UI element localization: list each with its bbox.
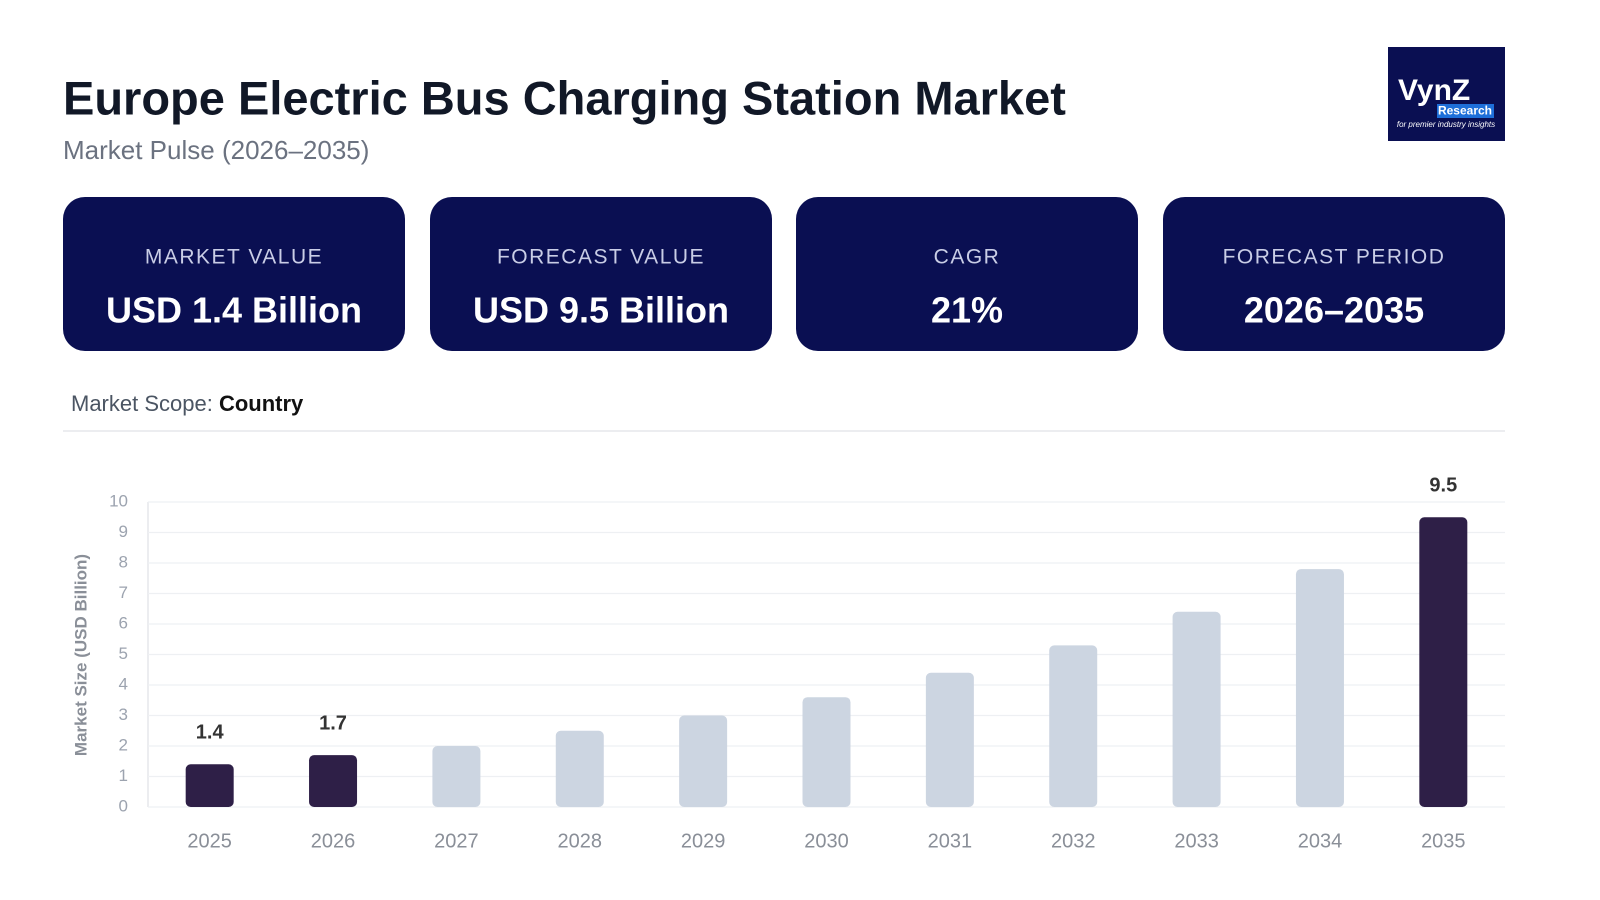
bar — [802, 697, 851, 807]
x-tick-label: 2033 — [1174, 830, 1219, 852]
value-label: 1.4 — [196, 722, 225, 744]
y-tick-label: 7 — [119, 583, 128, 602]
card-label: MARKET VALUE — [145, 246, 323, 269]
x-tick-label: 2031 — [928, 830, 973, 852]
x-tick-label: 2027 — [434, 830, 479, 852]
y-tick-label: 9 — [119, 522, 128, 541]
logo-brand: VynZ — [1398, 74, 1470, 107]
y-tick-label: 3 — [119, 705, 128, 724]
bar — [432, 746, 481, 807]
card-value: 21% — [931, 290, 1003, 331]
y-tick-label: 5 — [119, 644, 128, 663]
logo-tagline: for premier industry insights — [1397, 120, 1495, 129]
card-label: FORECAST VALUE — [497, 246, 705, 269]
y-tick-label: 0 — [119, 796, 128, 815]
x-tick-label: 2029 — [681, 830, 726, 852]
card — [63, 197, 405, 351]
logo-box — [1388, 47, 1505, 141]
x-tick-label: 2032 — [1051, 830, 1096, 852]
bar — [679, 715, 728, 807]
y-tick-label: 4 — [119, 674, 128, 693]
bar — [1172, 611, 1221, 807]
bar — [555, 730, 604, 807]
scope: Market Scope: Country — [71, 391, 304, 416]
y-tick-label: 8 — [119, 552, 128, 571]
y-axis-label: Market Size (USD Billion) — [71, 554, 90, 756]
card-value: 2026–2035 — [1244, 290, 1424, 331]
bar — [185, 764, 234, 807]
y-tick-label: 1 — [119, 766, 128, 785]
y-tick-label: 6 — [119, 613, 128, 632]
y-tick-label: 10 — [109, 491, 128, 510]
x-tick-label: 2035 — [1421, 830, 1466, 852]
x-tick-label: 2025 — [187, 830, 232, 852]
x-tick-label: 2028 — [558, 830, 603, 852]
card-value: USD 9.5 Billion — [473, 290, 729, 331]
bar — [925, 672, 974, 807]
y-tick-label: 2 — [119, 735, 128, 754]
bar — [1295, 569, 1344, 807]
scope-value: Country — [219, 391, 304, 416]
card-label: CAGR — [934, 246, 1001, 269]
card — [796, 197, 1138, 351]
value-label: 9.5 — [1429, 475, 1457, 497]
title: Europe Electric Bus Charging Station Mar… — [63, 71, 1066, 124]
x-tick-label: 2026 — [311, 830, 356, 852]
logo-sub: Research — [1438, 104, 1492, 118]
bar — [1419, 517, 1468, 807]
subtitle: Market Pulse (2026–2035) — [63, 135, 369, 165]
card — [430, 197, 772, 351]
bar — [309, 755, 358, 807]
x-tick-label: 2030 — [804, 830, 849, 852]
logo-sub-bg — [1437, 104, 1494, 118]
card-label: FORECAST PERIOD — [1223, 246, 1446, 269]
bar — [1049, 645, 1098, 807]
card — [1163, 197, 1505, 351]
x-tick-label: 2034 — [1298, 830, 1343, 852]
card-value: USD 1.4 Billion — [106, 290, 362, 331]
scope-label: Market Scope: — [71, 391, 213, 416]
value-label: 1.7 — [319, 712, 347, 734]
